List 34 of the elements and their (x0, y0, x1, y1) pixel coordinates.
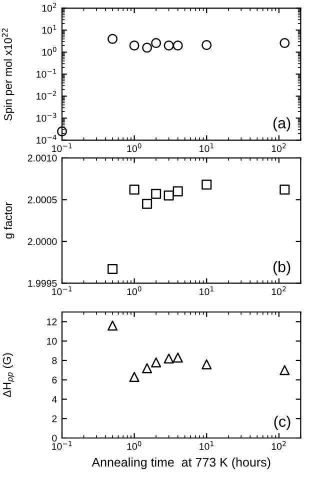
y-tick-label: 4 (52, 396, 57, 403)
y-tick-label: 0 (52, 434, 57, 442)
x-tick-label: 10$^{0}$ (127, 441, 142, 450)
x-tick-label: 10$^{1}$ (200, 143, 214, 152)
y-tick-label: 10$^{−4}$ (36, 134, 56, 144)
x-tick-label: 10$^{0}$ (127, 286, 142, 296)
x-tick-label: 10$^{1}$ (200, 286, 214, 296)
y-tick-label: 8 (52, 357, 57, 364)
y-tick-label: 10$^{2}$ (42, 2, 56, 12)
y-tick-label: 1.9995 (28, 280, 57, 287)
x-axis-title: Annealing time at 773 K (hours) (92, 457, 270, 470)
y-tick-label: 10$^{−2}$ (36, 90, 56, 100)
y-tick-label: 6 (52, 376, 57, 384)
y-tick-label: 2.0005 (28, 196, 57, 204)
y-axis-title: ΔH$_{pp}$ (G) (2, 353, 14, 398)
y-tick-label: 10$^{1}$ (42, 24, 56, 34)
y-axis-title: Spin per mol x10$^{22}$ (2, 28, 14, 121)
x-tick-label: 10$^{1}$ (200, 441, 214, 450)
y-tick-label: 12 (47, 318, 57, 326)
y-tick-label: 2 (52, 415, 57, 422)
y-tick-label: 10$^{−1}$ (36, 68, 56, 78)
annotation: (c) (274, 416, 290, 430)
annotation: (b) (273, 261, 290, 276)
x-tick-label: 10$^{2}$ (272, 286, 286, 296)
y-tick-label: 10$^{−3}$ (36, 112, 56, 122)
x-tick-label: 10$^{2}$ (272, 441, 286, 450)
y-tick-label: 10$^{0}$ (42, 46, 56, 56)
x-tick-label: 10$^{2}$ (272, 143, 286, 152)
annotation: (a) (273, 117, 290, 132)
x-tick-label: 10$^{0}$ (127, 143, 142, 152)
y-tick-label: 2.0000 (28, 238, 57, 246)
y-tick-label: 10 (47, 338, 57, 345)
y-axis-title: g factor (4, 202, 14, 239)
y-tick-label: 2.0010 (28, 154, 57, 162)
